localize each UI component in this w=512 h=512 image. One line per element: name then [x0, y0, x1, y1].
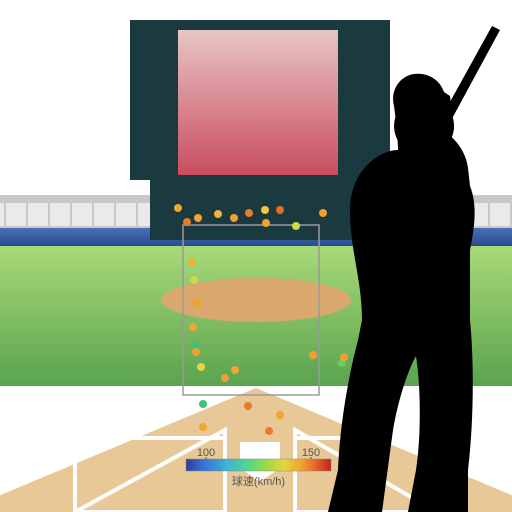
pitch-point	[174, 204, 182, 212]
pitch-point	[214, 210, 222, 218]
scale-label: 球速(km/h)	[232, 474, 285, 488]
pitch-point	[199, 400, 207, 408]
chart-svg: 100150球速(km/h)	[0, 0, 512, 512]
pitch-point	[190, 276, 198, 284]
pitch-point	[265, 427, 273, 435]
scoreboard-screen	[178, 30, 338, 175]
pitch-point	[261, 206, 269, 214]
pitch-point	[340, 353, 348, 361]
pitch-point	[199, 423, 207, 431]
pitch-point	[244, 402, 252, 410]
pitch-point	[319, 209, 327, 217]
pitch-point	[183, 218, 191, 226]
pitch-point	[276, 206, 284, 214]
pitch-point	[276, 411, 284, 419]
pitch-point	[221, 374, 229, 382]
pitch-point	[231, 366, 239, 374]
pitch-point	[189, 323, 197, 331]
pitch-point	[309, 351, 317, 359]
pitch-point	[192, 348, 200, 356]
pitch-point	[292, 222, 300, 230]
pitch-point	[197, 363, 205, 371]
pitch-point	[245, 209, 253, 217]
pitch-point	[188, 258, 196, 266]
pitch-point	[230, 214, 238, 222]
pitch-point	[262, 219, 270, 227]
pitch-point	[194, 214, 202, 222]
pitch-chart: 100150球速(km/h)	[0, 0, 512, 512]
color-scale-bar	[186, 459, 331, 471]
pitch-point	[193, 299, 201, 307]
pitchers-mound	[161, 278, 351, 322]
